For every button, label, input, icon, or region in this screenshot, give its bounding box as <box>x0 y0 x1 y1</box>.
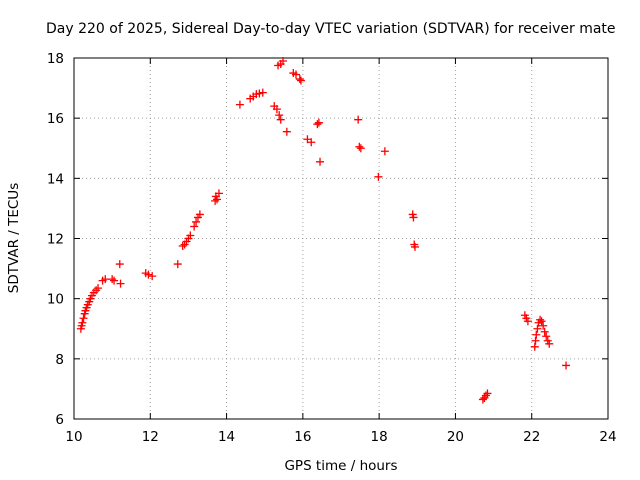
data-point-marker <box>101 275 110 284</box>
data-points <box>76 57 571 404</box>
y-tick-label: 6 <box>55 412 64 428</box>
data-point-marker <box>186 231 195 240</box>
y-axis-label: SDTVAR / TECUs <box>6 183 22 293</box>
data-point-marker <box>282 127 291 136</box>
y-tick-label: 18 <box>47 51 64 67</box>
data-point-marker <box>539 321 548 330</box>
data-point-marker <box>110 276 119 285</box>
data-point-marker <box>291 70 300 79</box>
data-point-marker <box>530 342 539 351</box>
data-point-marker <box>94 284 103 293</box>
data-point-marker <box>307 138 316 147</box>
x-tick-label: 16 <box>294 429 311 445</box>
x-tick-label: 24 <box>599 429 616 445</box>
data-point-marker <box>279 57 288 66</box>
y-tick-label: 12 <box>47 232 64 248</box>
data-point-marker <box>355 142 364 151</box>
data-point-marker <box>211 196 220 205</box>
data-point-marker <box>214 189 223 198</box>
x-axis-label: GPS time / hours <box>284 458 397 474</box>
data-point-marker <box>483 389 492 398</box>
data-point-marker <box>275 111 284 120</box>
data-point-marker <box>173 260 182 269</box>
data-point-marker <box>314 118 323 127</box>
y-tick-label: 14 <box>47 171 64 187</box>
data-point-marker <box>148 272 157 281</box>
data-point-marker <box>380 147 389 156</box>
data-point-marker <box>79 314 88 323</box>
data-point-marker <box>540 327 549 336</box>
data-point-marker <box>255 89 264 98</box>
data-point-marker <box>276 115 285 124</box>
data-point-marker <box>258 88 267 97</box>
data-point-marker <box>178 242 187 251</box>
data-point-marker <box>542 332 551 341</box>
data-point-marker <box>523 317 532 326</box>
data-point-marker <box>108 275 117 284</box>
axis-ticks <box>73 57 609 420</box>
data-point-marker <box>78 318 87 327</box>
data-point-marker <box>533 324 542 333</box>
data-point-marker <box>410 242 419 251</box>
data-point-marker <box>316 157 325 166</box>
data-point-marker <box>144 270 153 279</box>
y-tick-label: 8 <box>55 352 64 368</box>
data-point-marker <box>115 260 124 269</box>
axis-tick-labels: 10 12 14 16 18 20 22 24 6 8 10 12 14 16 18 <box>47 51 617 445</box>
data-point-marker <box>235 100 244 109</box>
data-point-marker <box>409 213 418 222</box>
data-point-marker <box>536 315 545 324</box>
data-point-marker <box>532 330 541 339</box>
data-point-marker <box>531 336 540 345</box>
data-point-marker <box>356 144 365 153</box>
data-point-marker <box>313 120 322 129</box>
x-tick-label: 14 <box>218 429 235 445</box>
data-point-marker <box>192 217 201 226</box>
x-tick-label: 20 <box>447 429 464 445</box>
y-tick-label: 10 <box>47 292 64 308</box>
chart-title: Day 220 of 2025, Sidereal Day-to-day VTE… <box>46 21 616 37</box>
data-point-marker <box>272 105 281 114</box>
x-tick-label: 10 <box>65 429 82 445</box>
data-point-marker <box>296 76 305 85</box>
data-point-marker <box>295 75 304 84</box>
data-point-marker <box>545 339 554 348</box>
data-point-marker <box>195 210 204 219</box>
x-tick-label: 12 <box>142 429 159 445</box>
data-point-marker <box>190 222 199 231</box>
x-tick-label: 18 <box>371 429 388 445</box>
data-point-marker <box>562 361 571 370</box>
data-point-marker <box>354 115 363 124</box>
data-point-marker <box>537 317 546 326</box>
y-tick-label: 16 <box>47 111 64 127</box>
x-tick-label: 22 <box>523 429 540 445</box>
data-point-marker <box>213 195 222 204</box>
data-point-marker <box>374 172 383 181</box>
data-point-marker <box>116 279 125 288</box>
grid-lines <box>74 58 608 419</box>
